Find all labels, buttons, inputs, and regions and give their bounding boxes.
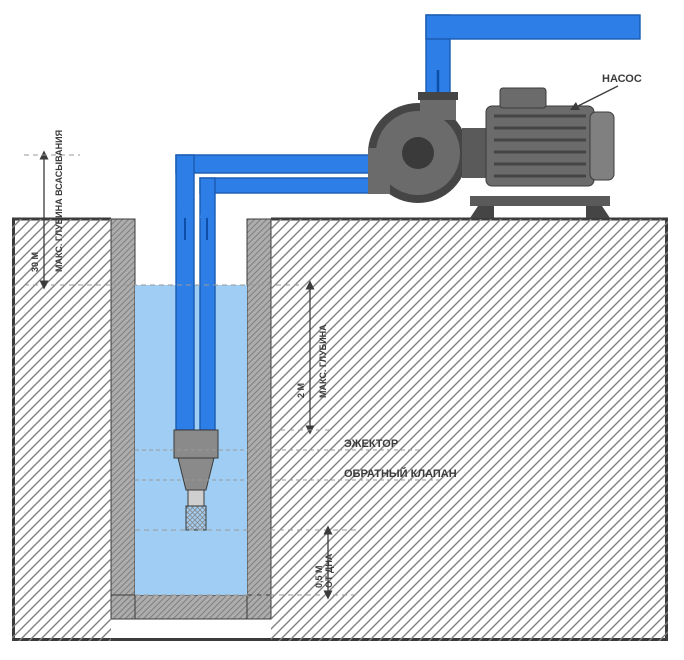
svg-text:30 М: 30 М [30, 252, 40, 272]
svg-text:2 М: 2 М [296, 383, 306, 398]
ejector-label: ЭЖЕКТОР [344, 438, 398, 450]
soil-left [12, 219, 111, 641]
check-valve-label: ОБРАТНЫЙ КЛАПАН [344, 467, 457, 480]
svg-text:МАКС. ГЛУБИНА ВСАСЫВАНИЯ: МАКС. ГЛУБИНА ВСАСЫВАНИЯ [54, 130, 64, 272]
check-valve [186, 490, 206, 530]
pump-leader [574, 86, 618, 108]
svg-text:МАКС. ГЛУБИНА: МАКС. ГЛУБИНА [318, 324, 328, 398]
pump-label: НАСОС [602, 73, 642, 85]
pump-icon [368, 88, 614, 218]
